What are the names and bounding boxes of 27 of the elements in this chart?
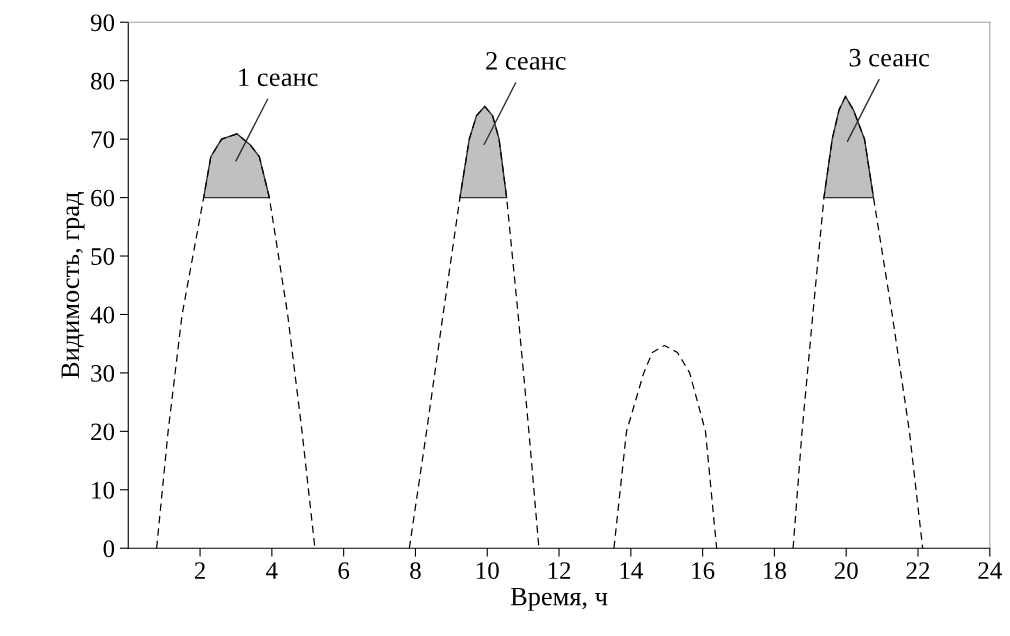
y-tick-label: 50: [91, 248, 115, 265]
y-tick-label: 90: [90, 14, 115, 32]
y-axis-title: Видимость, град: [61, 192, 85, 379]
x-tick-label: 2: [194, 562, 205, 579]
x-tick-label: 10: [476, 562, 499, 580]
annotation: 1 сеанс: [239, 68, 318, 87]
annotation: 3 сеанс: [849, 48, 930, 67]
y-tick-label: 80: [91, 72, 115, 90]
x-axis-title: Время, ч: [510, 587, 608, 611]
y-tick-label: 0: [103, 540, 115, 558]
x-tick-label: 24: [978, 562, 1002, 579]
annotation: 2 сеанс: [486, 51, 566, 70]
y-tick-label: 40: [90, 306, 115, 324]
x-tick-label: 4: [266, 562, 278, 579]
y-tick-label: 30: [91, 364, 115, 382]
x-tick-label: 20: [834, 562, 858, 580]
y-tick-label: 10: [92, 481, 115, 499]
x-tick-label: 8: [410, 562, 421, 580]
x-tick-label: 12: [548, 562, 571, 579]
x-tick-label: 22: [906, 562, 930, 579]
y-tick-label: 70: [91, 131, 115, 149]
x-tick-label: 16: [692, 562, 715, 580]
y-tick-label: 20: [91, 423, 115, 441]
x-tick-label: 6: [338, 562, 350, 580]
x-tick-label: 14: [620, 562, 643, 579]
x-tick-label: 18: [764, 562, 786, 580]
y-tick-label: 60: [91, 189, 115, 207]
